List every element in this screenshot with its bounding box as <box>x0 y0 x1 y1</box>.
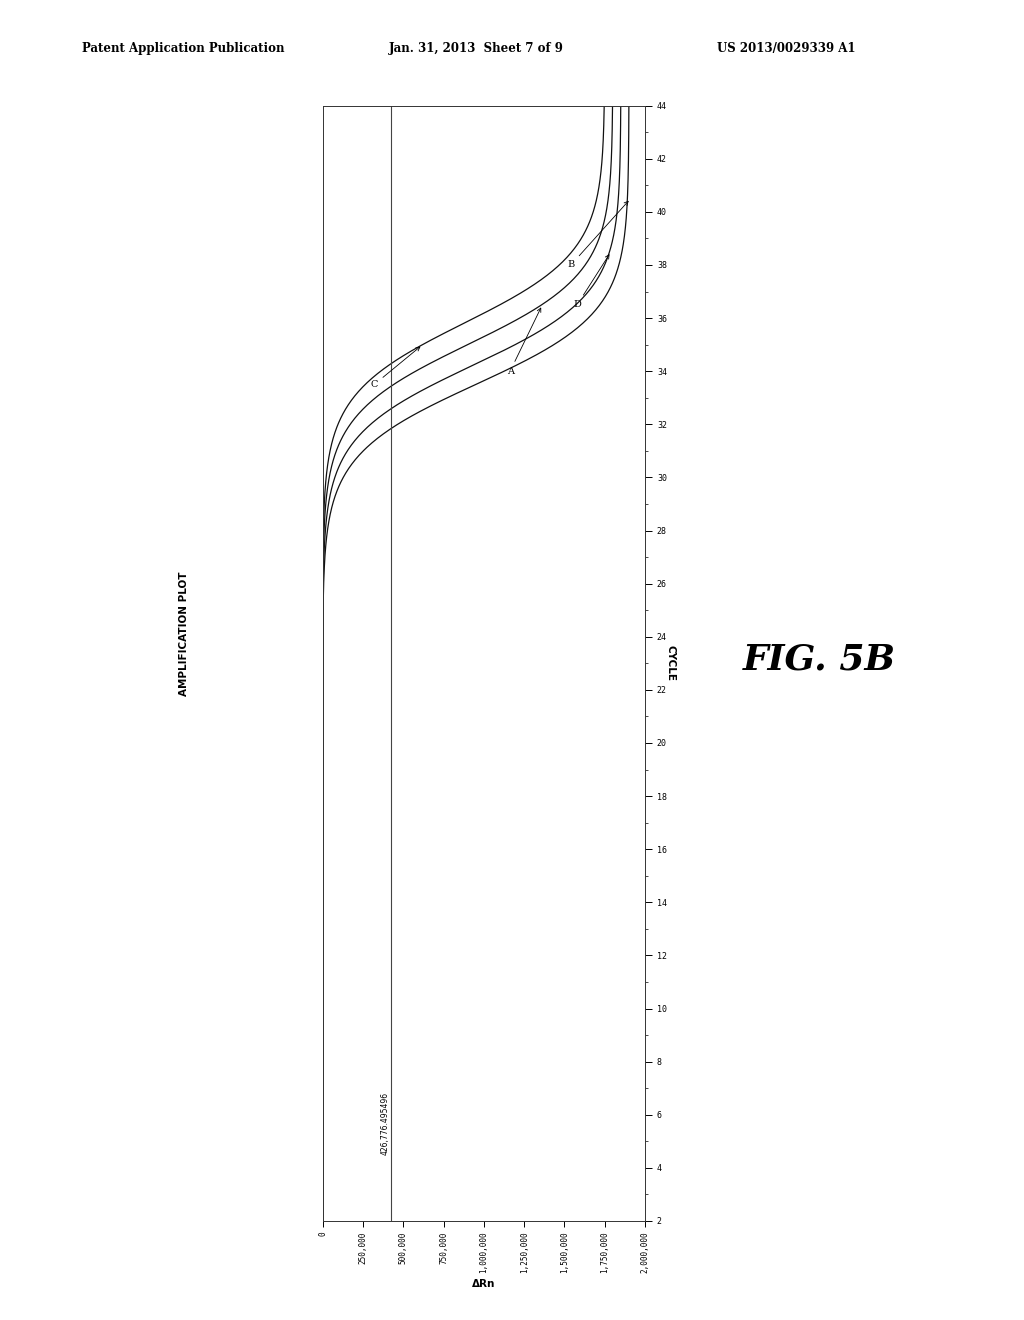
Text: Jan. 31, 2013  Sheet 7 of 9: Jan. 31, 2013 Sheet 7 of 9 <box>389 42 564 55</box>
Text: FIG. 5B: FIG. 5B <box>742 643 896 677</box>
X-axis label: ΔRn: ΔRn <box>472 1279 496 1288</box>
Text: Patent Application Publication: Patent Application Publication <box>82 42 285 55</box>
Text: C: C <box>371 347 420 389</box>
Text: A: A <box>507 308 541 376</box>
Text: B: B <box>567 202 628 269</box>
Y-axis label: CYCLE: CYCLE <box>666 645 675 681</box>
Text: D: D <box>573 255 609 309</box>
Text: 426,776.495496: 426,776.495496 <box>381 1092 389 1155</box>
Text: AMPLIFICATION PLOT: AMPLIFICATION PLOT <box>179 572 189 696</box>
Text: US 2013/0029339 A1: US 2013/0029339 A1 <box>717 42 855 55</box>
